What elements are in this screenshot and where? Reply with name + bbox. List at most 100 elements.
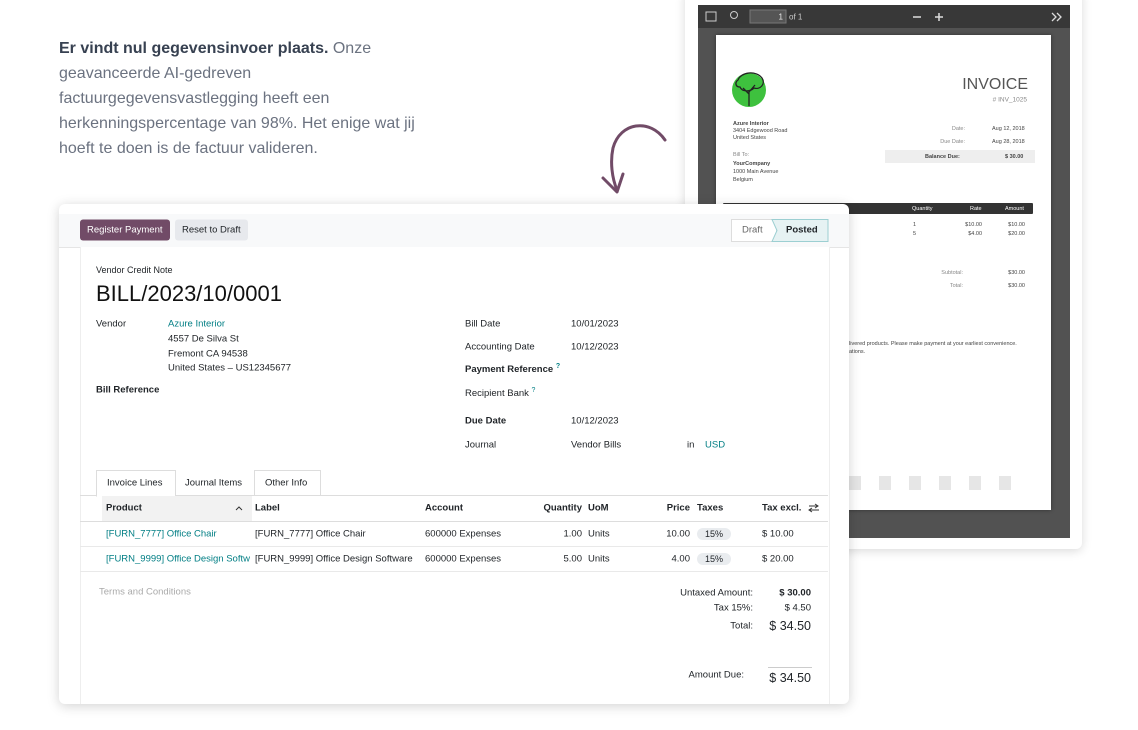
cell: 4.00 — [671, 553, 691, 565]
column-header: UoM — [588, 502, 609, 514]
column-header: Tax excl. — [762, 502, 802, 514]
bill-to-label: Bill To: — [733, 152, 750, 158]
address-line: 4557 De Silva St — [168, 333, 239, 345]
intro-text: geavanceerde AI-gedreven — [59, 65, 252, 82]
status-label: Posted — [786, 224, 818, 236]
toggle-arrows — [808, 503, 819, 513]
date: Aug 12, 2018 — [992, 126, 1025, 132]
total-label: Tax 15%: — [713, 602, 753, 614]
total-value: $ 4.50 — [784, 602, 811, 614]
balance: $ 30.00 — [1005, 154, 1024, 160]
field-value: 10/12/2023 — [571, 341, 619, 353]
column-header: Account — [425, 502, 463, 514]
cell: [FURN_9999] Office Design Software — [255, 553, 413, 565]
cell: $20.00 — [1008, 231, 1025, 237]
cell: 600000 Expenses — [425, 528, 502, 540]
total-label: Total: — [949, 283, 963, 289]
cell: [FURN_7777] Office Chair — [255, 528, 366, 540]
field-label: Bill Reference — [96, 384, 160, 396]
due-date: Aug 28, 2018 — [992, 139, 1025, 145]
intro-lead: Er vindt nul gegevensinvoer plaats. — [59, 40, 329, 57]
sender: Azure Interior — [733, 121, 769, 127]
bill-name: BILL/2023/10/0001 — [96, 281, 282, 306]
field-label: Vendor — [96, 318, 127, 330]
page-number: 1 — [778, 12, 783, 22]
invoice-number: # INV_1025 — [992, 96, 1027, 104]
total-label: Amount Due: — [688, 669, 744, 681]
cell: Units — [588, 528, 610, 540]
footer-placeholder — [849, 476, 1029, 490]
status-bar — [731, 219, 829, 242]
column-header: Rate — [970, 206, 982, 212]
due-label: Due Date: — [940, 139, 965, 145]
column-header: Label — [255, 502, 280, 514]
column-toggle[interactable] — [808, 503, 820, 513]
total-value: $ 34.50 — [769, 671, 811, 685]
tab[interactable]: Invoice Lines — [107, 477, 163, 489]
currency-link[interactable]: USD — [705, 439, 726, 451]
page-input[interactable] — [749, 9, 787, 24]
total-value: $ 34.50 — [769, 619, 811, 633]
row-line — [80, 571, 828, 572]
column-header: Price — [666, 502, 690, 514]
total-label: Untaxed Amount: — [680, 587, 753, 599]
sort-caret — [235, 506, 243, 511]
due-line — [768, 667, 812, 668]
field-value: 10/01/2023 — [571, 318, 619, 330]
intro-text: herkenningspercentage van 98%. Het enige… — [59, 115, 415, 132]
field-label: Recipient Bank ? — [465, 387, 535, 399]
vendor-link[interactable]: Azure Interior — [168, 318, 226, 330]
note: livered products. Please make payment at… — [849, 341, 1017, 347]
hint[interactable]: ? — [555, 362, 561, 370]
tab[interactable]: Journal Items — [185, 477, 243, 489]
address-line: Fremont CA 94538 — [168, 348, 248, 360]
cell: 1.00 — [563, 528, 583, 540]
total-value: $ 30.00 — [779, 587, 811, 599]
hint[interactable]: ? — [531, 386, 536, 394]
button[interactable]: Register Payment — [80, 219, 170, 241]
cell: $ 10.00 — [762, 528, 794, 540]
field-text: in — [687, 439, 695, 451]
label-text: Payment Reference — [465, 364, 554, 376]
status-posted[interactable] — [771, 219, 829, 242]
table-header — [723, 203, 1033, 214]
field-value: Vendor Bills — [571, 439, 622, 451]
field-label: Accounting Date — [465, 341, 535, 353]
more-tools[interactable] — [1051, 12, 1062, 22]
arrow-curve — [610, 124, 667, 192]
intro-text: factuurgegevensvastlegging heeft een — [59, 90, 330, 107]
cell: 5.00 — [563, 553, 583, 565]
status-label: Draft — [742, 224, 763, 236]
bill-to-line: Belgium — [733, 177, 753, 183]
arrow — [601, 124, 667, 194]
date-label: Date: — [951, 126, 965, 132]
doc-type: Vendor Credit Note — [96, 265, 173, 275]
button[interactable]: Reset to Draft — [175, 219, 248, 241]
cell[interactable]: [FURN_7777] Office Chair — [106, 528, 217, 540]
balance-label: Balance Due: — [925, 154, 960, 160]
field-label: Journal — [465, 439, 497, 451]
tax-badge: 15% — [697, 553, 732, 565]
field-value: 10/12/2023 — [571, 415, 619, 427]
cell[interactable]: [FURN_9999] Office Design Softw — [106, 553, 250, 565]
search-icon[interactable] — [730, 11, 738, 19]
sort-icon[interactable] — [234, 503, 244, 513]
label-text: Recipient Bank — [465, 388, 529, 400]
tab-border — [254, 470, 321, 496]
balance-box — [885, 150, 1035, 163]
logo-tree — [735, 72, 764, 106]
field-label: Payment Reference ? — [465, 363, 560, 375]
column-header: Quantity — [543, 502, 582, 514]
row-line — [80, 546, 828, 547]
bill-to-line: 1000 Main Avenue — [733, 169, 779, 175]
intro-line: Er vindt nul gegevensinvoer plaats. Onze — [59, 40, 371, 58]
sidebar-icon[interactable] — [705, 11, 717, 22]
tab[interactable]: Other Info — [265, 477, 308, 489]
logo — [732, 72, 766, 107]
column-header: Taxes — [697, 502, 724, 514]
bill-to: YourCompany — [733, 161, 771, 167]
field-label: Bill Date — [465, 318, 501, 330]
terms: Terms and Conditions — [99, 586, 191, 598]
subtotal: $30.00 — [1008, 270, 1025, 276]
